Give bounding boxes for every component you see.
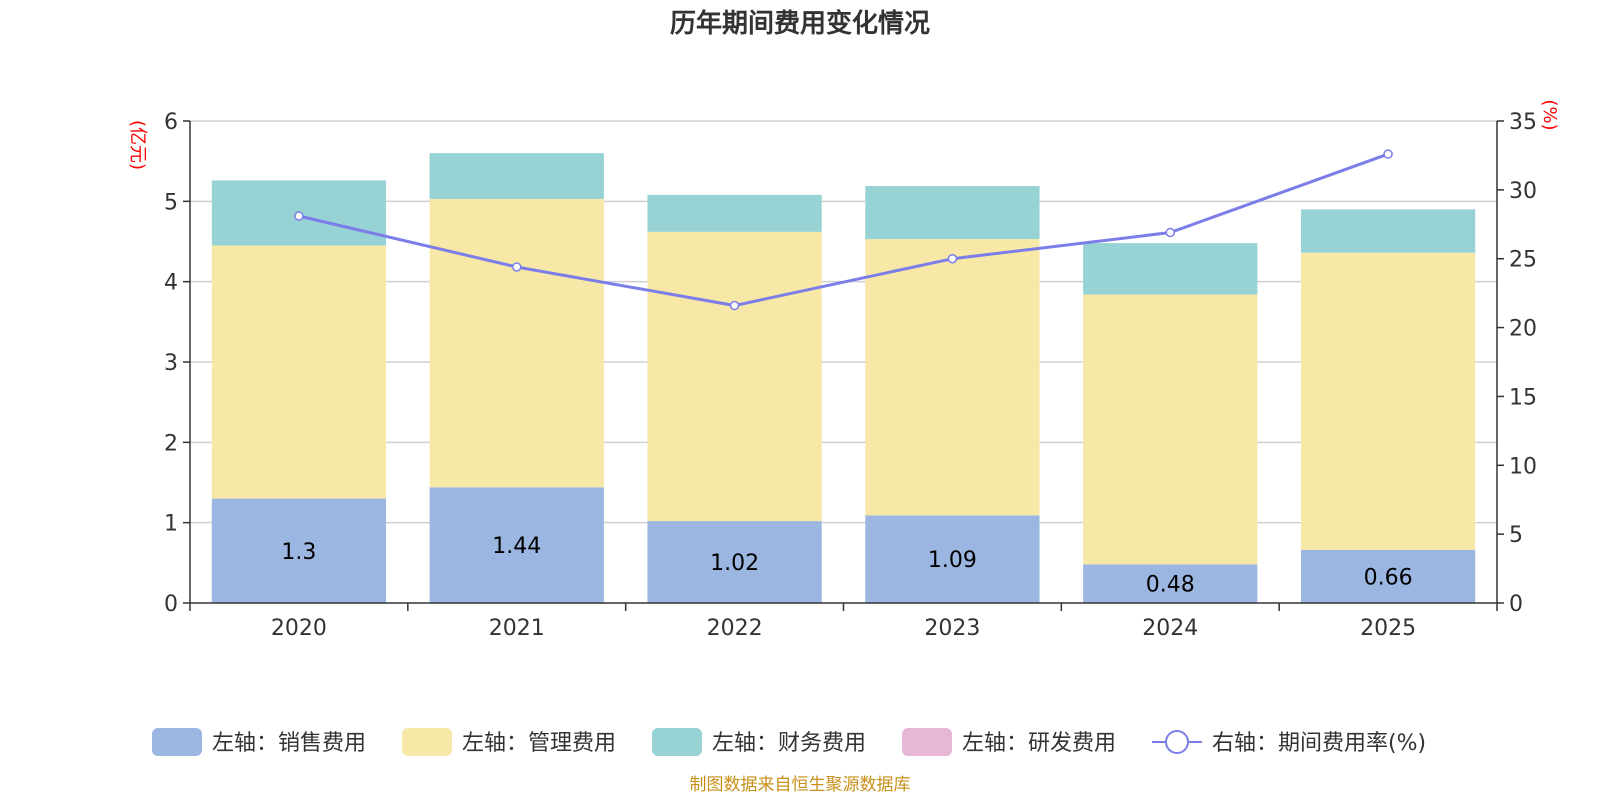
left-axis-unit: (亿元) xyxy=(127,120,148,170)
legend-label-1: 左轴：管理费用 xyxy=(462,731,616,756)
rate-point-2025 xyxy=(1383,149,1393,159)
right-axis-unit: (%) xyxy=(1539,99,1560,130)
right-tick-label-4: 20 xyxy=(1509,317,1537,342)
right-tick-label-6: 30 xyxy=(1509,179,1537,204)
bar-0-2022 xyxy=(647,521,822,603)
rate-point-2020 xyxy=(294,211,304,221)
bar-2-2024 xyxy=(1083,243,1258,295)
bar-labels: 1.3 1.44 1.02 1.09 0.48 0.66 xyxy=(281,534,1412,598)
left-tick-label-5: 5 xyxy=(164,190,178,215)
right-tick-label-1: 5 xyxy=(1509,523,1523,548)
legend-marker-4 xyxy=(1165,730,1189,754)
left-tick-label-1: 1 xyxy=(164,512,178,537)
bar-1-2020 xyxy=(211,245,387,499)
x-tick-label-2024: 2024 xyxy=(1142,616,1198,641)
x-tick-label-2022: 2022 xyxy=(707,616,763,641)
bar-1-2021 xyxy=(429,198,604,488)
right-tick-label-3: 15 xyxy=(1509,385,1537,410)
x-tick-label-2025: 2025 xyxy=(1360,616,1416,641)
bar-label-2023: 1.09 xyxy=(928,548,977,573)
chart-title: 历年期间费用变化情况 xyxy=(670,8,930,39)
x-tick-label-2023: 2023 xyxy=(924,616,980,641)
left-tick-label-2: 2 xyxy=(164,431,178,456)
left-tick-label-3: 3 xyxy=(164,351,178,376)
bar-1-2023 xyxy=(865,239,1040,516)
legend: 左轴：销售费用 左轴：管理费用 左轴：财务费用 左轴：研发费用 右轴：期间费用率(%) xyxy=(152,728,1426,756)
bar-2-2022 xyxy=(647,194,822,232)
legend-label-0: 左轴：销售费用 xyxy=(212,731,366,756)
bar-label-2021: 1.44 xyxy=(492,534,541,559)
rate-point-2023 xyxy=(947,253,958,264)
bar-0-2024 xyxy=(1083,564,1258,603)
legend-label-2: 左轴：财务费用 xyxy=(712,731,866,756)
bars xyxy=(211,153,1476,603)
legend-swatch-2 xyxy=(652,728,702,756)
bar-1-2022 xyxy=(647,231,822,522)
rate-point-2024 xyxy=(1165,227,1175,238)
legend-swatch-3 xyxy=(902,728,952,756)
bar-0-2021 xyxy=(429,487,604,603)
bar-2-2021 xyxy=(429,153,604,199)
bar-1-2024 xyxy=(1083,294,1258,565)
left-tick-label-4: 4 xyxy=(164,271,178,296)
source-note: 制图数据来自恒生聚源数据库 xyxy=(690,775,911,795)
left-tick-label-0: 0 xyxy=(164,592,178,617)
bar-0-2025 xyxy=(1300,549,1476,603)
bar-0-2020 xyxy=(211,498,387,603)
bar-label-2024: 0.48 xyxy=(1146,573,1195,598)
bar-1-2025 xyxy=(1300,252,1476,550)
bar-0-2023 xyxy=(865,515,1040,603)
legend-label-4: 右轴：期间费用率(%) xyxy=(1212,731,1426,756)
rate-line xyxy=(294,149,1393,311)
bar-2-2025 xyxy=(1300,209,1476,253)
right-tick-label-2: 10 xyxy=(1509,454,1537,479)
rate-polyline xyxy=(298,152,1389,308)
rate-point-2022 xyxy=(729,300,740,311)
bar-label-2022: 1.02 xyxy=(710,551,759,576)
right-tick-label-5: 25 xyxy=(1509,248,1537,273)
left-tick-label-6: 6 xyxy=(164,110,178,135)
x-tick-label-2021: 2021 xyxy=(489,616,545,641)
x-tick-label-2020: 2020 xyxy=(271,616,327,641)
bar-label-2020: 1.3 xyxy=(281,540,316,565)
right-tick-label-7: 35 xyxy=(1509,110,1537,135)
legend-swatch-1 xyxy=(402,728,452,756)
right-tick-label-0: 0 xyxy=(1509,592,1523,617)
bar-label-2025: 0.66 xyxy=(1364,565,1413,590)
rate-point-2021 xyxy=(512,262,522,272)
grid-lines xyxy=(190,120,1497,524)
legend-swatch-0 xyxy=(152,728,202,756)
legend-label-3: 左轴：研发费用 xyxy=(962,731,1116,756)
bar-2-2023 xyxy=(865,186,1040,240)
